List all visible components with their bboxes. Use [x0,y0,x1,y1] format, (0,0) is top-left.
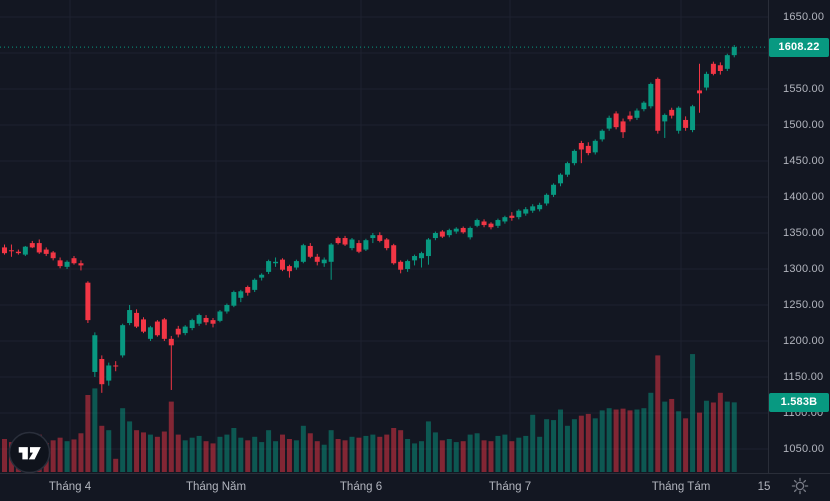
price-tick-label: 1200.00 [783,334,825,347]
price-tick-label: 1550.00 [783,82,825,95]
time-tick-label: 15 [757,481,771,493]
grid-lines [0,0,768,473]
price-tick-label: 1650.00 [783,10,825,23]
logo-glyph-1 [18,447,28,460]
time-axis[interactable]: Tháng 4 Tháng Năm Tháng 6 Tháng 7 Tháng Tám 1… [0,473,830,501]
time-tick-label: Tháng Năm [185,481,247,493]
price-tick-label: 1300.00 [783,262,825,275]
price-axis[interactable]: 1650.001600.001550.001500.001450.001400.… [768,0,830,501]
sun-icon[interactable] [791,477,809,495]
price-tick-label: 1400.00 [783,190,825,203]
price-tick-label: 1350.00 [783,226,825,239]
price-tick-label: 1050.00 [783,442,825,455]
time-tick-label: Tháng 7 [488,481,532,493]
time-tick-label: Tháng 6 [339,481,383,493]
price-tick-label: 1450.00 [783,154,825,167]
tradingview-logo[interactable] [8,431,51,474]
volume-badge: 1.583B [769,392,829,412]
last-price-badge: 1608.22 [769,37,829,57]
time-tick-label: Tháng Tám [651,481,711,493]
logo-circle [8,431,51,474]
candles [2,45,737,393]
time-tick-label: Tháng 4 [48,481,92,493]
price-tick-label: 1150.00 [783,370,824,383]
volume-bars [2,354,737,472]
price-tick-label: 1500.00 [783,118,825,131]
logo-glyph-7 [28,447,41,460]
price-tick-label: 1250.00 [783,298,825,311]
